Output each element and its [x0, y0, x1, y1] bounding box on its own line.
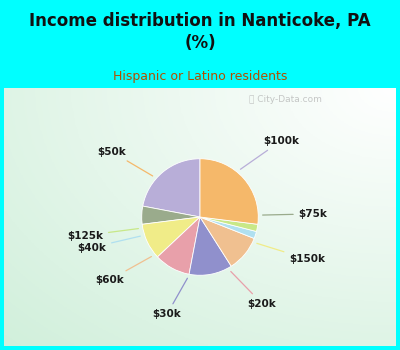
- Text: $20k: $20k: [231, 272, 276, 309]
- Wedge shape: [200, 217, 254, 266]
- Text: $100k: $100k: [240, 136, 299, 169]
- Wedge shape: [200, 217, 256, 238]
- Wedge shape: [200, 217, 258, 231]
- Text: $125k: $125k: [67, 229, 138, 240]
- Text: $30k: $30k: [153, 278, 188, 319]
- Text: ⓘ City-Data.com: ⓘ City-Data.com: [249, 95, 322, 104]
- Text: $75k: $75k: [263, 209, 328, 219]
- Wedge shape: [200, 159, 258, 224]
- Wedge shape: [142, 217, 200, 257]
- Text: $150k: $150k: [257, 243, 325, 264]
- Text: $40k: $40k: [77, 236, 140, 252]
- Text: Income distribution in Nanticoke, PA
(%): Income distribution in Nanticoke, PA (%): [29, 12, 371, 52]
- Wedge shape: [189, 217, 231, 275]
- Text: $60k: $60k: [95, 257, 152, 285]
- Wedge shape: [143, 159, 200, 217]
- Wedge shape: [142, 206, 200, 224]
- Text: Hispanic or Latino residents: Hispanic or Latino residents: [113, 70, 287, 83]
- Wedge shape: [158, 217, 200, 274]
- Text: $50k: $50k: [97, 147, 153, 176]
